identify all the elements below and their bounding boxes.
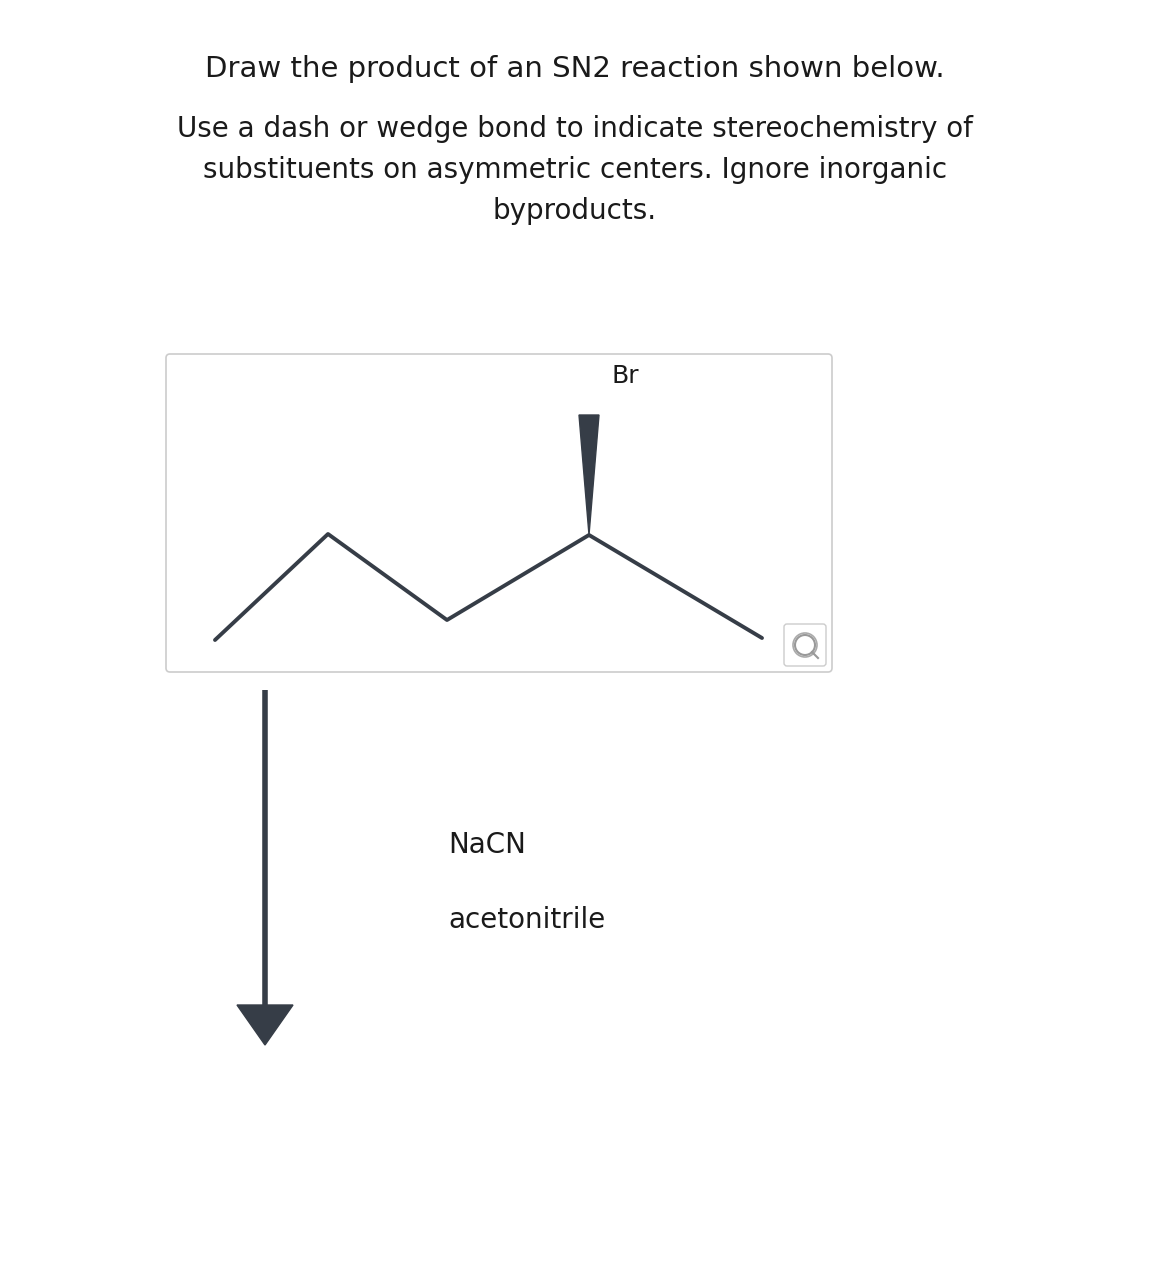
Text: Br: Br xyxy=(611,364,638,388)
FancyBboxPatch shape xyxy=(784,624,826,666)
FancyBboxPatch shape xyxy=(166,354,831,672)
Text: acetonitrile: acetonitrile xyxy=(448,906,605,934)
Polygon shape xyxy=(237,1005,293,1045)
Polygon shape xyxy=(578,415,599,535)
Text: Use a dash or wedge bond to indicate stereochemistry of
substituents on asymmetr: Use a dash or wedge bond to indicate ste… xyxy=(177,115,973,225)
Text: NaCN: NaCN xyxy=(448,830,526,860)
Text: Draw the product of an SN2 reaction shown below.: Draw the product of an SN2 reaction show… xyxy=(205,56,945,83)
